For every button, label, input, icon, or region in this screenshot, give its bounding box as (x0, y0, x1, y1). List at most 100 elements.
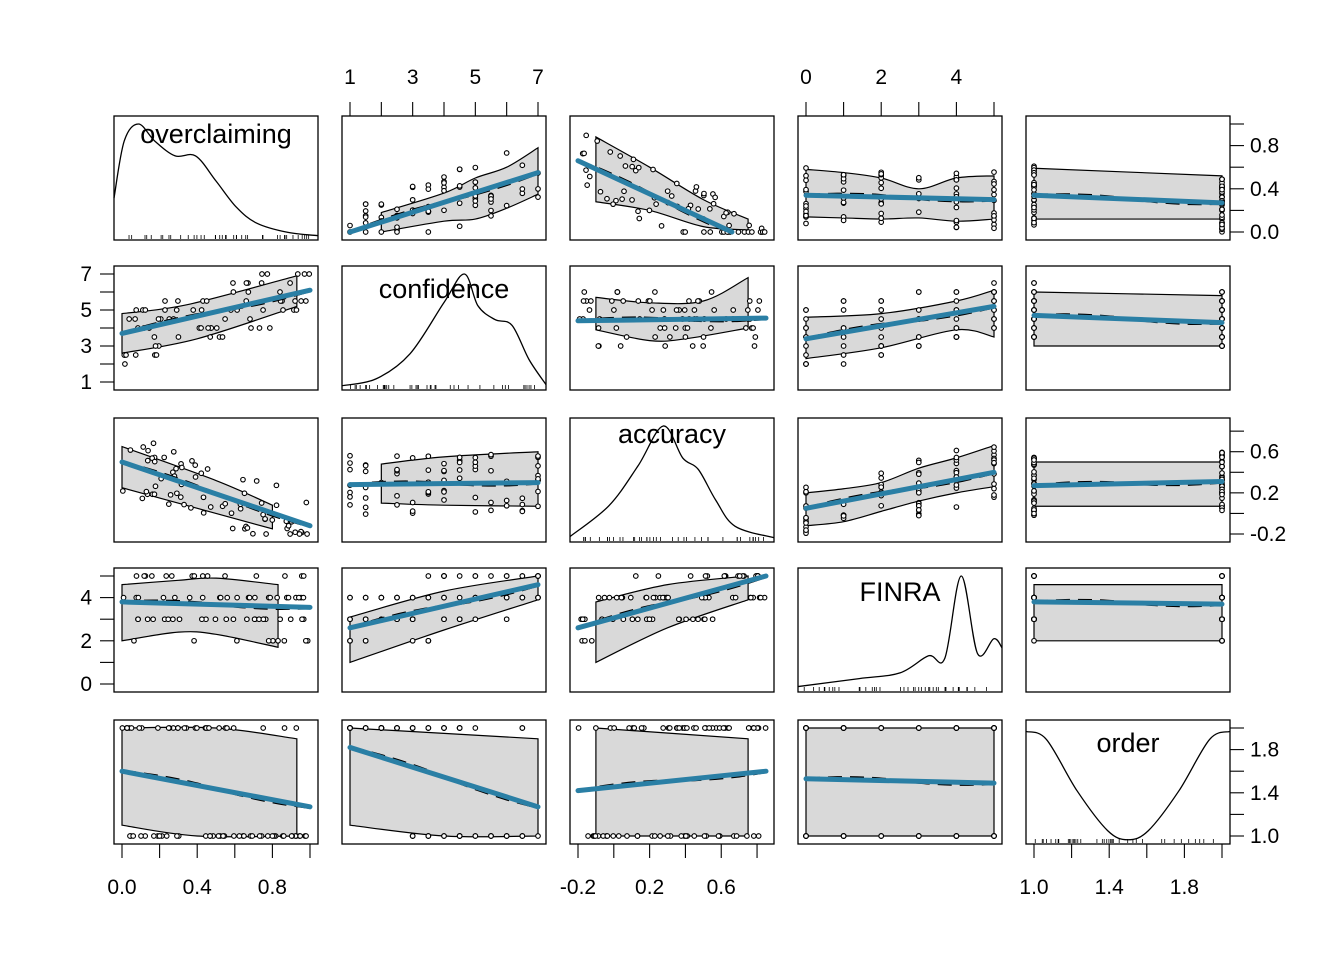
point-accuracy-vs-overclaiming (273, 502, 280, 509)
point-confidence-vs-finra (991, 298, 997, 304)
point-order-vs-overclaiming (215, 833, 222, 839)
point-overclaiming-vs-accuracy (584, 182, 591, 188)
point-confidence-vs-finra (991, 280, 997, 286)
point-accuracy-vs-finra (878, 475, 885, 481)
point-accuracy-vs-overclaiming (181, 501, 187, 508)
point-confidence-vs-finra (840, 361, 847, 367)
point-finra-vs-accuracy (736, 573, 743, 579)
point-overclaiming-vs-finra (991, 186, 997, 193)
point-confidence-vs-overclaiming (198, 307, 205, 313)
point-order-vs-finra (953, 725, 960, 731)
point-order-vs-overclaiming (124, 725, 130, 731)
point-confidence-vs-accuracy (743, 325, 749, 331)
point-overclaiming-vs-confidence (362, 214, 369, 220)
point-confidence-vs-order (1219, 343, 1225, 349)
axis-label-right-overclaiming: 0.8 (1250, 135, 1279, 158)
axis-label-left-confidence: 7 (80, 263, 92, 286)
axis-label-bottom-order: 1.4 (1095, 876, 1125, 899)
point-confidence-vs-accuracy (660, 307, 667, 313)
point-confidence-vs-accuracy (689, 343, 696, 349)
point-overclaiming-vs-finra (803, 165, 809, 171)
point-confidence-vs-accuracy (608, 298, 615, 304)
point-confidence-vs-accuracy (708, 289, 715, 295)
point-finra-vs-confidence (441, 573, 447, 579)
point-confidence-vs-accuracy (588, 298, 594, 304)
panel-frame-overclaiming-accuracy (569, 115, 775, 241)
point-order-vs-accuracy (726, 725, 732, 731)
point-overclaiming-vs-order (1219, 176, 1225, 183)
point-order-vs-accuracy (638, 725, 645, 731)
point-accuracy-vs-confidence (456, 467, 463, 473)
point-confidence-vs-overclaiming (294, 271, 301, 277)
axis-label-bottom-overclaiming: 0.8 (258, 876, 287, 899)
point-overclaiming-vs-confidence (378, 229, 385, 235)
point-finra-vs-overclaiming (199, 573, 206, 579)
point-accuracy-vs-finra (878, 484, 885, 491)
axis-label-bottom-overclaiming: 0.0 (107, 876, 136, 899)
point-finra-vs-confidence (535, 573, 541, 579)
point-finra-vs-accuracy (675, 616, 682, 623)
point-overclaiming-vs-accuracy (664, 188, 671, 195)
point-confidence-vs-finra (878, 307, 885, 313)
fit-line-order-vs-confidence (347, 744, 541, 810)
point-confidence-vs-overclaiming (152, 343, 159, 349)
point-confidence-vs-overclaiming (190, 307, 197, 313)
point-order-vs-accuracy (750, 833, 757, 839)
point-confidence-vs-accuracy (611, 307, 617, 313)
point-order-vs-overclaiming (230, 725, 237, 731)
point-accuracy-vs-confidence (347, 452, 353, 459)
point-confidence-vs-finra (878, 352, 885, 358)
point-order-vs-confidence (488, 833, 494, 839)
point-overclaiming-vs-accuracy (693, 184, 700, 190)
panel-frame-finra-overclaiming (113, 567, 319, 693)
point-order-vs-accuracy (701, 833, 708, 839)
fit-line-accuracy-vs-order (1031, 479, 1225, 489)
axis-label-bottom-overclaiming: 0.4 (183, 876, 213, 899)
point-accuracy-vs-overclaiming (240, 476, 246, 483)
point-overclaiming-vs-finra (803, 177, 809, 184)
point-finra-vs-confidence (362, 637, 369, 644)
panel-frame-finra-accuracy (569, 567, 775, 693)
point-confidence-vs-accuracy (681, 307, 688, 313)
point-order-vs-confidence (441, 725, 447, 731)
point-order-vs-accuracy (604, 833, 611, 839)
axis-label-left-confidence: 1 (80, 371, 92, 394)
point-accuracy-vs-confidence (472, 454, 479, 461)
fit-line-finra-vs-accuracy (575, 573, 769, 631)
point-overclaiming-vs-finra (915, 174, 922, 181)
point-accuracy-vs-order (1219, 449, 1225, 456)
point-order-vs-overclaiming (138, 833, 144, 839)
point-overclaiming-vs-finra (991, 181, 997, 187)
point-accuracy-vs-confidence (503, 502, 510, 509)
point-confidence-vs-finra (953, 316, 960, 322)
point-finra-vs-confidence (394, 594, 400, 601)
point-overclaiming-vs-accuracy (619, 196, 625, 202)
point-accuracy-vs-overclaiming (145, 447, 151, 454)
point-confidence-vs-overclaiming (287, 280, 293, 286)
point-finra-vs-confidence (535, 594, 541, 601)
point-finra-vs-confidence (362, 594, 369, 601)
point-order-vs-accuracy (676, 725, 683, 731)
point-confidence-vs-overclaiming (303, 298, 309, 304)
point-order-vs-accuracy (666, 725, 673, 731)
point-accuracy-vs-overclaiming (263, 531, 269, 537)
panel-frame-finra-order (1025, 567, 1231, 693)
point-finra-vs-accuracy (613, 594, 620, 601)
point-accuracy-vs-confidence (472, 494, 479, 501)
point-order-vs-accuracy (593, 725, 599, 731)
point-accuracy-vs-finra (991, 485, 997, 492)
point-confidence-vs-accuracy (751, 343, 758, 349)
point-accuracy-vs-finra (915, 459, 922, 466)
point-order-vs-finra (991, 833, 997, 839)
density-curve-accuracy (569, 425, 775, 539)
point-finra-vs-confidence (472, 573, 479, 579)
point-confidence-vs-overclaiming (122, 361, 128, 367)
point-confidence-vs-finra (915, 289, 922, 295)
point-accuracy-vs-overclaiming (303, 499, 310, 506)
point-accuracy-vs-confidence (425, 467, 432, 473)
point-accuracy-vs-overclaiming (173, 465, 179, 472)
point-accuracy-vs-order (1219, 491, 1225, 498)
point-finra-vs-overclaiming (150, 616, 156, 623)
point-accuracy-vs-confidence (362, 495, 369, 501)
point-finra-vs-overclaiming (260, 616, 267, 623)
